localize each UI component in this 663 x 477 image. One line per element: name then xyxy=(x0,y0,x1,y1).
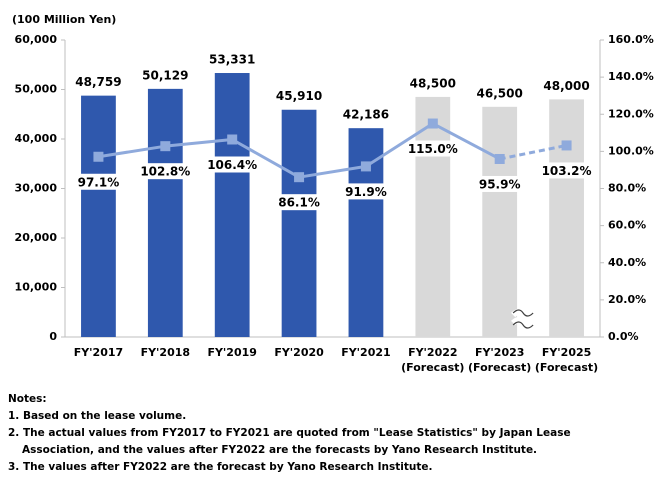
line-marker xyxy=(561,140,572,151)
x-tick-label: FY'2025 (Forecast) xyxy=(535,346,598,374)
line-marker xyxy=(227,134,238,145)
line-segment xyxy=(499,143,567,161)
y2-tick-label: 100.0% xyxy=(608,144,654,157)
y2-tick-label: 0.0% xyxy=(608,330,639,343)
line-segment xyxy=(231,138,300,179)
y-tick-label: 40,000 xyxy=(15,132,58,145)
y2-tick-label: 140.0% xyxy=(608,70,654,83)
value-label-bg xyxy=(475,175,524,192)
x-tick-label: FY'2018 xyxy=(141,346,190,359)
notes: Notes: 1. Based on the lease volume. 2. T… xyxy=(8,393,571,473)
bar-value-label: 48,500 xyxy=(410,76,456,90)
line-value-label: 115.0% xyxy=(408,142,458,156)
y2-tick-label: 60.0% xyxy=(608,219,646,232)
line-marker xyxy=(160,141,171,152)
bar xyxy=(214,73,250,338)
x-tick-label-line: FY'2017 xyxy=(74,346,123,359)
bar-value-label: 45,910 xyxy=(276,89,322,103)
bar-value-label: 53,331 xyxy=(209,53,255,67)
line-segment xyxy=(165,138,233,148)
line-segment xyxy=(432,122,501,161)
value-label-bg xyxy=(74,173,123,190)
y-axis-label: (100 Million Yen) xyxy=(12,13,116,26)
line-value-label: 97.1% xyxy=(78,175,120,189)
line-value-label: 91.9% xyxy=(345,185,387,199)
line-segment xyxy=(365,122,434,168)
value-label-bg xyxy=(141,163,190,180)
x-tick-label: FY'2017 xyxy=(74,346,123,359)
x-tick-label-line: FY'2022 xyxy=(408,346,457,359)
axis-break xyxy=(511,309,536,329)
x-tick-label: FY'2023 (Forecast) xyxy=(468,346,531,374)
value-label-bg xyxy=(542,162,591,179)
line-value-label: 102.8% xyxy=(140,165,190,179)
line-segment xyxy=(98,144,166,159)
bar xyxy=(147,88,183,337)
bar xyxy=(81,95,116,338)
line-marker xyxy=(360,161,371,172)
value-label-bg xyxy=(208,156,257,173)
line-marker xyxy=(427,118,438,129)
bar xyxy=(281,109,317,337)
x-tick-label: FY'2021 xyxy=(341,346,390,359)
x-tick-label-line: FY'2023 xyxy=(475,346,524,359)
x-tick-label-line: (Forecast) xyxy=(401,361,464,374)
x-tick-label-line: FY'2021 xyxy=(341,346,390,359)
bar xyxy=(482,106,518,337)
y-tick-label: 20,000 xyxy=(15,231,58,244)
x-tick-label-line: (Forecast) xyxy=(535,361,598,374)
y2-tick-label: 160.0% xyxy=(608,33,654,46)
x-tick-label: FY'2019 xyxy=(207,346,256,359)
line-value-label: 95.9% xyxy=(479,177,521,191)
line-value-label: 103.2% xyxy=(542,164,592,178)
note-line: Association, and the values after FY2022… xyxy=(22,444,537,456)
y-tick-label: 0 xyxy=(49,330,57,343)
note-line: 1. Based on the lease volume. xyxy=(8,410,186,422)
line-value-label: 86.1% xyxy=(278,196,320,210)
note-line: 2. The actual values from FY2017 to FY20… xyxy=(8,427,571,439)
bar-value-label: 48,000 xyxy=(543,79,589,93)
x-tick-label: FY'2020 xyxy=(274,346,324,359)
x-tick-label-line: FY'2025 xyxy=(542,346,591,359)
x-tick-label-line: FY'2020 xyxy=(274,346,324,359)
line-marker xyxy=(294,172,305,183)
value-label-bg xyxy=(408,140,457,157)
y-tick-label: 10,000 xyxy=(15,281,58,294)
bar-value-label: 50,129 xyxy=(142,68,188,82)
bar-value-label: 48,759 xyxy=(75,75,121,89)
value-label-bg xyxy=(275,194,324,211)
line-marker xyxy=(93,151,104,162)
note-line: 3. The values after FY2022 are the forec… xyxy=(8,461,432,473)
x-tick-label: FY'2022 (Forecast) xyxy=(401,346,464,374)
x-tick-label-line: (Forecast) xyxy=(468,361,531,374)
notes-title: Notes: xyxy=(8,393,47,405)
y2-tick-label: 120.0% xyxy=(608,107,654,120)
axis-break xyxy=(512,309,534,329)
y-tick-label: 30,000 xyxy=(15,182,58,195)
value-label-bg xyxy=(341,183,390,200)
line-value-label: 106.4% xyxy=(207,158,257,172)
bar xyxy=(549,99,584,338)
y2-tick-label: 20.0% xyxy=(608,293,646,306)
y-tick-label: 50,000 xyxy=(15,83,58,96)
bar-value-label: 42,186 xyxy=(343,108,389,122)
bar-value-label: 46,500 xyxy=(477,86,523,100)
line-segment xyxy=(298,164,367,179)
x-tick-label-line: FY'2019 xyxy=(207,346,256,359)
y-tick-label: 60,000 xyxy=(15,33,58,46)
line-marker xyxy=(494,153,505,164)
bar xyxy=(415,96,451,337)
x-tick-label-line: FY'2018 xyxy=(141,346,190,359)
y2-tick-label: 80.0% xyxy=(608,182,646,195)
y2-tick-label: 40.0% xyxy=(608,256,646,269)
